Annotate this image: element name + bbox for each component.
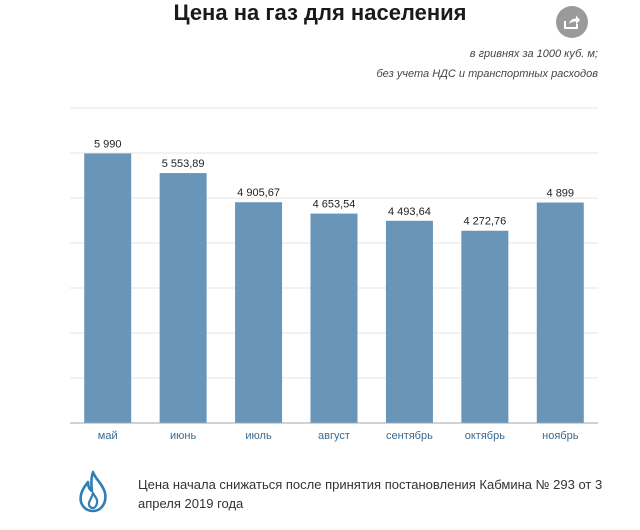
x-tick-label: май: [98, 430, 118, 442]
data-label: 5 990: [94, 138, 122, 150]
bar: [235, 202, 283, 423]
share-icon: [564, 15, 580, 29]
gas-flame-icon: [79, 470, 107, 513]
bar: [536, 202, 584, 423]
bar: [310, 213, 358, 423]
data-label: 4 653,54: [313, 199, 356, 211]
data-label: 5 553,89: [162, 158, 205, 170]
x-tick-label: август: [318, 430, 350, 442]
bar: [84, 153, 132, 423]
bar: [461, 230, 509, 423]
data-label: 4 272,76: [463, 216, 506, 228]
x-tick-label: июль: [245, 430, 272, 442]
x-tick-label: сентябрь: [386, 430, 433, 442]
bar: [159, 173, 207, 423]
chart-subtitle-note: без учета НДС и транспортных расходов: [376, 68, 598, 80]
bar-chart: 5 990 май 5 553,89 июнь 4 905,67 июль 4 653,54…: [70, 107, 598, 442]
data-label: 4 493,64: [388, 206, 431, 218]
data-label: 4 905,67: [237, 187, 280, 199]
chart-subtitle-units: в гривнях за 1000 куб. м;: [469, 48, 598, 60]
x-tick-label: октябрь: [465, 430, 505, 442]
x-tick-label: июнь: [170, 430, 196, 442]
bar: [385, 220, 433, 423]
share-button[interactable]: [556, 6, 588, 38]
chart-title: Цена на газ для населения: [173, 0, 467, 25]
x-tick-label: ноябрь: [542, 430, 579, 442]
footnote-text: Цена начала снижаться после принятия пос…: [138, 477, 603, 511]
data-label: 4 899: [547, 188, 575, 200]
